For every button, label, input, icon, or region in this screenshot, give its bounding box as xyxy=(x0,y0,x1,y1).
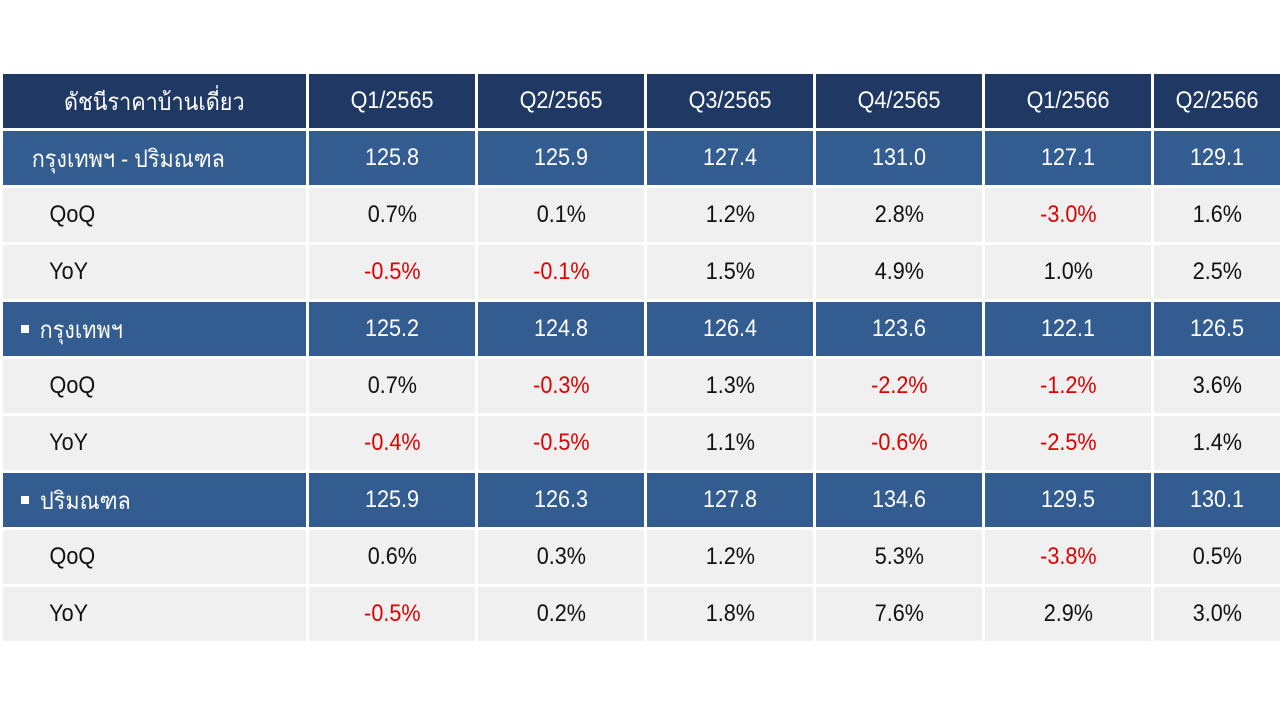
group-value: 123.6 xyxy=(816,302,982,356)
table-cell: -1.2% xyxy=(985,359,1151,413)
header-cell-q2-2566: Q2/2566 xyxy=(1154,74,1280,128)
row-label-qoq: QoQ xyxy=(3,359,306,413)
bullet-icon xyxy=(21,325,29,333)
table-cell: 4.9% xyxy=(816,245,982,299)
group-value: 125.9 xyxy=(478,131,644,185)
header-cell-q1-2566: Q1/2566 xyxy=(985,74,1151,128)
table-cell: 3.6% xyxy=(1154,359,1280,413)
table-cell: -0.4% xyxy=(309,416,475,470)
group-label-bangkok-vicinity: กรุงเทพฯ - ปริมณฑล xyxy=(3,131,306,185)
table-cell: 0.7% xyxy=(309,359,475,413)
group-value: 127.1 xyxy=(985,131,1151,185)
group-value: 124.8 xyxy=(478,302,644,356)
row-label-qoq: QoQ xyxy=(3,530,306,584)
group-value: 125.9 xyxy=(309,473,475,527)
group-value: 130.1 xyxy=(1154,473,1280,527)
table-cell: 1.4% xyxy=(1154,416,1280,470)
group-value: 125.2 xyxy=(309,302,475,356)
header-cell-q3-2565: Q3/2565 xyxy=(647,74,813,128)
header-cell-q4-2565: Q4/2565 xyxy=(816,74,982,128)
table-cell: 1.5% xyxy=(647,245,813,299)
table-cell: 7.6% xyxy=(816,587,982,641)
table-cell: 0.7% xyxy=(309,188,475,242)
table-cell: 3.0% xyxy=(1154,587,1280,641)
header-cell-q2-2565: Q2/2565 xyxy=(478,74,644,128)
table-cell: 1.8% xyxy=(647,587,813,641)
group-label-bangkok: กรุงเทพฯ xyxy=(3,302,306,356)
table-cell: 2.8% xyxy=(816,188,982,242)
header-cell-title: ดัชนีราคาบ้านเดี่ยว xyxy=(3,74,306,128)
table-cell: 1.3% xyxy=(647,359,813,413)
group-value: 129.5 xyxy=(985,473,1151,527)
table-cell: -0.5% xyxy=(309,245,475,299)
table-cell: -3.0% xyxy=(985,188,1151,242)
group-value: 129.1 xyxy=(1154,131,1280,185)
table-cell: -0.5% xyxy=(478,416,644,470)
table-cell: -0.1% xyxy=(478,245,644,299)
table-cell: 2.9% xyxy=(985,587,1151,641)
table-cell: 1.0% xyxy=(985,245,1151,299)
group-value: 122.1 xyxy=(985,302,1151,356)
group-value: 127.8 xyxy=(647,473,813,527)
bullet-icon xyxy=(21,496,29,504)
group-value: 126.4 xyxy=(647,302,813,356)
table-cell: 5.3% xyxy=(816,530,982,584)
table-cell: -3.8% xyxy=(985,530,1151,584)
row-label-yoy: YoY xyxy=(3,587,306,641)
group-value: 126.3 xyxy=(478,473,644,527)
table-cell: 0.3% xyxy=(478,530,644,584)
table-cell: 1.2% xyxy=(647,530,813,584)
row-label-yoy: YoY xyxy=(3,245,306,299)
table-cell: 0.5% xyxy=(1154,530,1280,584)
table-cell: 0.6% xyxy=(309,530,475,584)
table-cell: -0.5% xyxy=(309,587,475,641)
group-label-vicinity: ปริมณฑล xyxy=(3,473,306,527)
table-cell: 1.2% xyxy=(647,188,813,242)
group-value: 134.6 xyxy=(816,473,982,527)
group-value: 125.8 xyxy=(309,131,475,185)
house-price-index-table: ดัชนีราคาบ้านเดี่ยว Q1/2565 Q2/2565 Q3/2… xyxy=(3,74,1280,641)
table-cell: 0.2% xyxy=(478,587,644,641)
table-cell: 1.6% xyxy=(1154,188,1280,242)
table-cell: 1.1% xyxy=(647,416,813,470)
row-label-qoq: QoQ xyxy=(3,188,306,242)
table-cell: -0.6% xyxy=(816,416,982,470)
table-cell: -0.3% xyxy=(478,359,644,413)
group-value: 127.4 xyxy=(647,131,813,185)
header-cell-q1-2565: Q1/2565 xyxy=(309,74,475,128)
table-cell: 0.1% xyxy=(478,188,644,242)
group-value: 131.0 xyxy=(816,131,982,185)
row-label-yoy: YoY xyxy=(3,416,306,470)
group-value: 126.5 xyxy=(1154,302,1280,356)
table-cell: -2.2% xyxy=(816,359,982,413)
table-cell: 2.5% xyxy=(1154,245,1280,299)
table-cell: -2.5% xyxy=(985,416,1151,470)
